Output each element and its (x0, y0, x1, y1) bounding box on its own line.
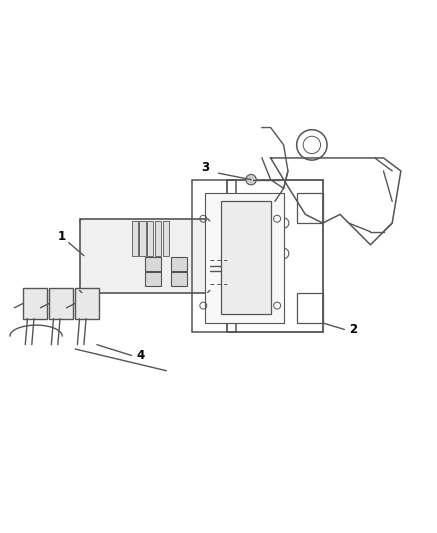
Bar (80, 219, 210, 293)
Bar (49, 288, 73, 319)
Bar (171, 257, 187, 271)
Bar (163, 221, 169, 256)
Bar (227, 180, 323, 332)
Bar (145, 257, 161, 271)
Bar (132, 221, 138, 256)
Bar (171, 272, 187, 286)
Bar (139, 221, 146, 256)
Bar (75, 288, 99, 319)
Circle shape (246, 174, 256, 185)
Text: 3: 3 (201, 161, 209, 174)
Text: 2: 2 (349, 322, 357, 335)
Bar (23, 288, 47, 319)
Text: 4: 4 (136, 349, 144, 361)
Text: 1: 1 (58, 230, 66, 243)
Bar (145, 272, 161, 286)
Bar (192, 180, 236, 332)
Bar (155, 221, 161, 256)
Bar (147, 221, 153, 256)
Bar (221, 201, 271, 314)
Bar (297, 193, 323, 223)
Bar (205, 193, 284, 323)
Bar (297, 293, 323, 323)
